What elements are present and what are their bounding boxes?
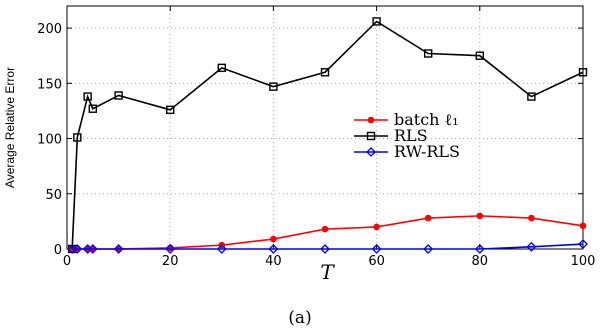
data-point: [87, 244, 98, 254]
series-group: [67, 17, 588, 254]
y-tick-label: 0: [54, 243, 62, 258]
data-point: [527, 92, 536, 101]
data-point: [373, 223, 380, 231]
series-batch-: [68, 212, 587, 253]
x-tick-label: 100: [571, 254, 596, 269]
data-point: [475, 51, 484, 60]
data-point: [578, 68, 588, 77]
legend-marker: [366, 131, 376, 141]
data-point: [320, 68, 330, 77]
data-point: [165, 105, 175, 115]
data-point: [88, 104, 98, 113]
grid-lines: [66, 6, 584, 250]
data-point: [320, 244, 330, 254]
x-tick-label: 40: [265, 254, 282, 269]
data-point: [165, 244, 176, 254]
y-tick-label: 50: [45, 188, 62, 203]
x-tick-label: 60: [368, 254, 385, 269]
data-point: [424, 214, 432, 222]
data-point: [113, 244, 124, 254]
data-point: [270, 235, 277, 243]
x-tick-label: 20: [162, 254, 179, 269]
legend-label: RW-RLS: [394, 142, 460, 161]
data-point: [578, 239, 588, 249]
legend-marker: [366, 147, 376, 157]
data-point: [474, 244, 485, 254]
data-point: [268, 244, 279, 254]
x-axis-label: T: [320, 260, 335, 284]
plot-area-frame: [66, 5, 584, 250]
x-tick-label: 0: [63, 254, 71, 269]
y-tick-label: 100: [37, 133, 62, 148]
data-point: [83, 92, 92, 101]
data-point: [424, 49, 433, 58]
legend-label: RLS: [394, 126, 428, 145]
data-point: [528, 214, 535, 222]
data-point: [216, 244, 227, 254]
legend-label: batch ℓ₁: [394, 110, 459, 129]
series-line: [71, 20, 584, 250]
x-tick-label: 80: [472, 254, 489, 269]
data-point: [526, 241, 537, 252]
series-rw-rls: [67, 239, 588, 254]
data-point: [321, 225, 329, 233]
data-point: [217, 63, 227, 73]
data-point: [73, 133, 82, 142]
data-point: [423, 244, 434, 254]
y-axis-label: Average Relative Error: [3, 67, 17, 188]
series-line: [72, 215, 584, 250]
data-point: [371, 244, 382, 254]
data-point: [72, 244, 83, 254]
legend-marker: [367, 116, 375, 124]
series-rls: [67, 17, 588, 254]
data-point: [372, 17, 381, 26]
y-tick-label: 200: [37, 22, 62, 37]
data-point: [114, 91, 123, 100]
data-point: [579, 222, 587, 230]
data-point: [476, 212, 484, 220]
y-tick-label: 150: [37, 77, 62, 92]
data-point: [166, 244, 174, 252]
axis-ticks: 0 20 40 60 80 100 0 50 100 150 200: [37, 6, 595, 269]
data-point: [269, 82, 278, 91]
figure-caption: (a): [288, 308, 311, 328]
